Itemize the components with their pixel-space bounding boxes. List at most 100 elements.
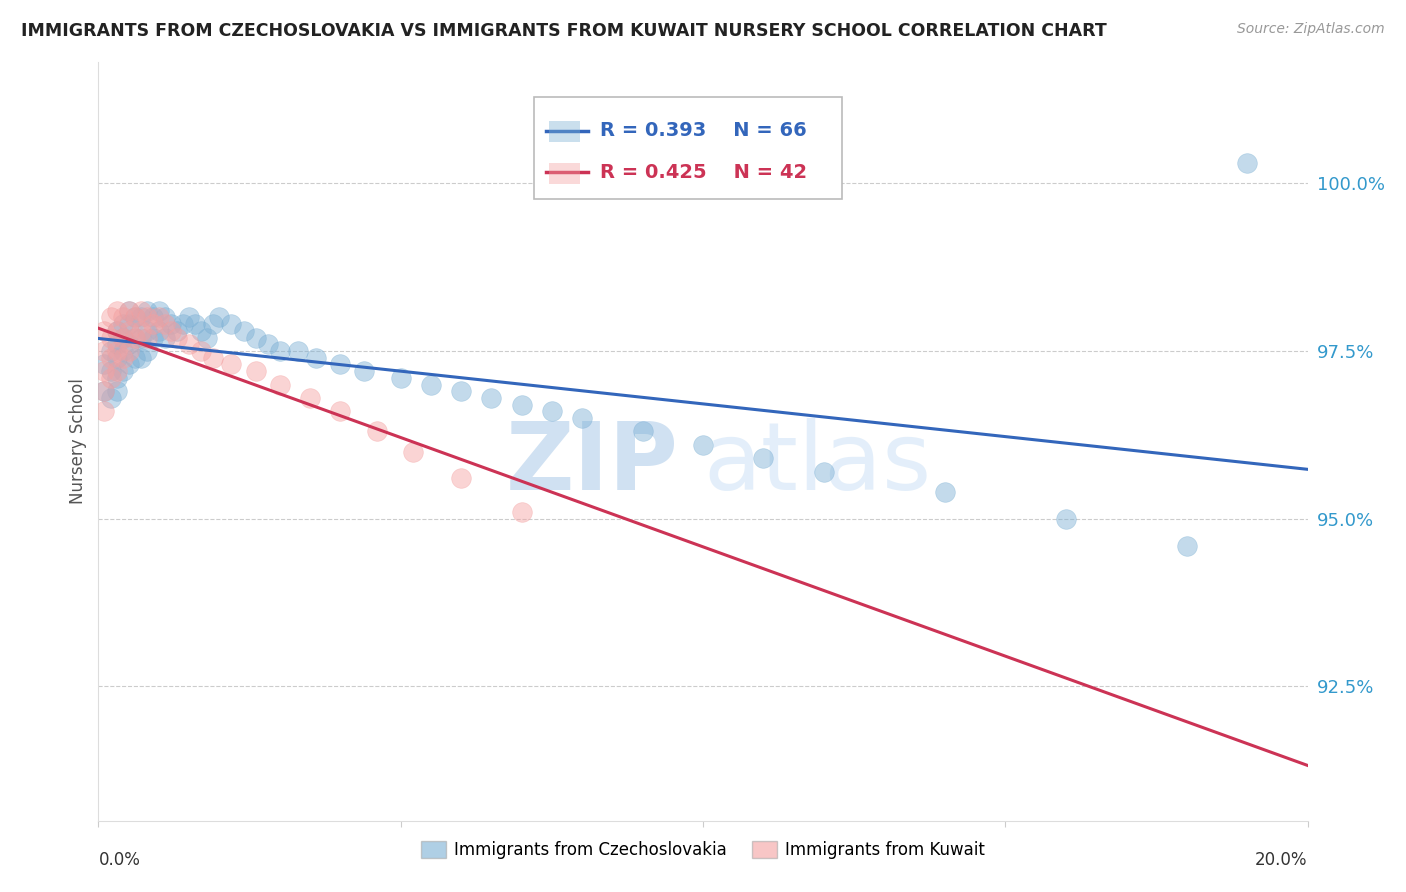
Point: [105, 351, 128, 365]
Point: [202, 317, 225, 331]
Point: [118, 324, 141, 338]
Point: [160, 324, 183, 338]
Point: [93, 324, 115, 338]
Point: [129, 351, 152, 365]
Point: [124, 330, 146, 344]
Point: [93, 364, 115, 378]
Point: [118, 343, 141, 358]
Point: [105, 371, 128, 385]
Point: [105, 337, 128, 351]
Point: [100, 310, 122, 325]
Point: [135, 330, 157, 344]
Point: [124, 351, 146, 365]
Point: [160, 317, 183, 331]
Point: [105, 324, 128, 338]
Point: [111, 343, 134, 358]
Point: [245, 330, 267, 344]
Point: [510, 398, 533, 412]
Point: [105, 324, 128, 338]
Point: [135, 343, 157, 358]
Point: [93, 357, 115, 371]
Point: [366, 425, 388, 439]
Point: [269, 377, 291, 392]
Point: [1175, 539, 1198, 553]
Point: [190, 343, 212, 358]
Point: [111, 317, 134, 331]
Point: [118, 317, 141, 331]
Point: [195, 330, 218, 344]
Point: [184, 317, 207, 331]
Point: [179, 310, 201, 325]
Point: [148, 303, 170, 318]
Point: [105, 364, 128, 378]
Point: [305, 351, 328, 365]
Point: [420, 377, 443, 392]
Point: [190, 324, 212, 338]
Point: [221, 357, 243, 371]
Text: IMMIGRANTS FROM CZECHOSLOVAKIA VS IMMIGRANTS FROM KUWAIT NURSERY SCHOOL CORRELAT: IMMIGRANTS FROM CZECHOSLOVAKIA VS IMMIGR…: [21, 22, 1107, 40]
Point: [100, 391, 122, 405]
FancyBboxPatch shape: [534, 96, 842, 199]
Point: [111, 310, 134, 325]
Point: [153, 317, 176, 331]
Point: [208, 310, 231, 325]
Point: [510, 505, 533, 519]
Point: [631, 425, 654, 439]
Point: [105, 343, 128, 358]
Point: [118, 337, 141, 351]
Point: [166, 330, 188, 344]
Point: [129, 330, 152, 344]
Point: [287, 343, 309, 358]
Point: [450, 384, 472, 399]
Point: [540, 404, 562, 418]
Point: [111, 364, 134, 378]
Point: [135, 303, 157, 318]
Point: [105, 303, 128, 318]
Point: [111, 330, 134, 344]
Point: [93, 404, 115, 418]
Point: [129, 303, 152, 318]
Point: [353, 364, 375, 378]
Point: [752, 451, 775, 466]
Point: [172, 317, 194, 331]
Point: [142, 330, 165, 344]
Point: [179, 337, 201, 351]
Text: atlas: atlas: [703, 418, 931, 510]
Point: [100, 330, 122, 344]
Point: [329, 357, 352, 371]
Point: [232, 324, 254, 338]
Point: [93, 343, 115, 358]
Point: [813, 465, 835, 479]
Point: [135, 324, 157, 338]
Legend: Immigrants from Czechoslovakia, Immigrants from Kuwait: Immigrants from Czechoslovakia, Immigran…: [415, 834, 991, 865]
Y-axis label: Nursery School: Nursery School: [69, 378, 87, 505]
Point: [153, 310, 176, 325]
Point: [148, 324, 170, 338]
Point: [202, 351, 225, 365]
Point: [692, 438, 714, 452]
Point: [124, 330, 146, 344]
Point: [142, 317, 165, 331]
Point: [148, 310, 170, 325]
Point: [100, 371, 122, 385]
Point: [1236, 156, 1258, 170]
Point: [111, 351, 134, 365]
Point: [100, 364, 122, 378]
Point: [256, 337, 278, 351]
FancyBboxPatch shape: [550, 162, 579, 184]
Point: [450, 471, 472, 485]
Point: [1054, 512, 1077, 526]
Text: 20.0%: 20.0%: [1256, 851, 1308, 869]
Point: [402, 444, 425, 458]
Point: [129, 324, 152, 338]
Point: [129, 310, 152, 325]
Point: [221, 317, 243, 331]
Point: [142, 310, 165, 325]
Point: [245, 364, 267, 378]
Text: R = 0.393    N = 66: R = 0.393 N = 66: [600, 121, 807, 140]
Point: [389, 371, 412, 385]
Point: [100, 343, 122, 358]
Text: ZIP: ZIP: [506, 418, 679, 510]
Text: R = 0.425    N = 42: R = 0.425 N = 42: [600, 163, 807, 182]
Point: [269, 343, 291, 358]
